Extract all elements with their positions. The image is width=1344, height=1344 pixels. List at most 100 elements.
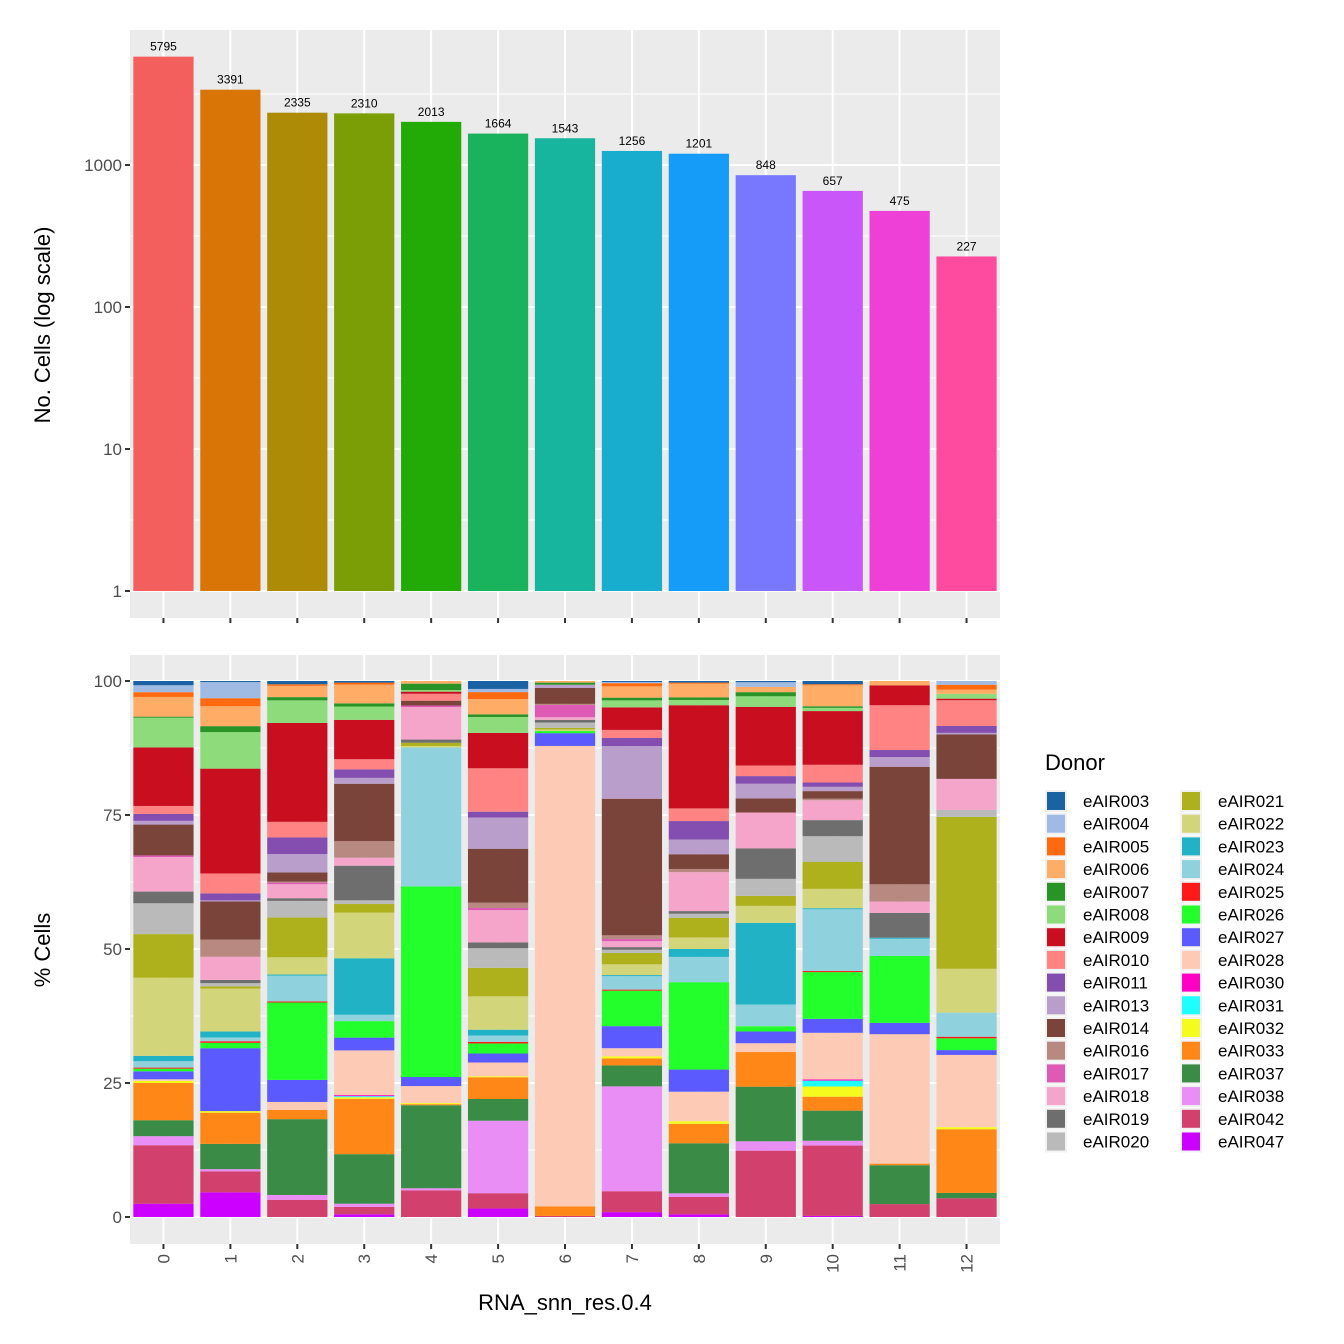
- legend-swatch-eAIR031: [1182, 996, 1200, 1015]
- stacked-bar-segment-eAIR032: [936, 1127, 997, 1130]
- stacked-bar-segment-eAIR028: [267, 1101, 328, 1111]
- stacked-bar-segment-eAIR017: [133, 855, 194, 858]
- legend-swatch-eAIR025: [1182, 882, 1200, 901]
- stacked-bar-segment-eAIR014: [133, 824, 194, 856]
- stacked-bar-segment-eAIR016: [467, 902, 529, 908]
- stacked-bar-segment-eAIR021: [467, 967, 529, 997]
- stacked-bar-segment-eAIR005: [936, 684, 997, 690]
- stacked-bar-segment-eAIR006: [467, 698, 529, 715]
- stacked-bar-segment-eAIR020: [735, 878, 796, 896]
- stacked-bar-segment-eAIR042: [467, 1193, 529, 1209]
- stacked-bar-segment-eAIR011: [936, 725, 997, 733]
- stacked-bar-segment-eAIR014: [334, 783, 395, 842]
- stacked-bar-segment-eAIR024: [401, 747, 462, 887]
- stacked-bar-segment-eAIR013: [869, 757, 930, 767]
- stacked-bar-segment-eAIR022: [334, 912, 395, 959]
- legend-label-eAIR033: eAIR033: [1218, 1042, 1284, 1061]
- stacked-bar-segment-eAIR022: [735, 905, 796, 923]
- top-panel: 1 10 100 1000 5795 3391 2335 2310 2013 1664 1543 12…: [84, 30, 1000, 623]
- stacked-bar-segment-eAIR017: [401, 705, 462, 708]
- stacked-bar-segment-eAIR026: [802, 972, 863, 1019]
- stacked-bar-segment-eAIR013: [668, 839, 729, 855]
- stacked-bar-segment-eAIR018: [668, 872, 729, 912]
- stacked-bar-segment-eAIR010: [467, 768, 529, 812]
- top-bar: [334, 113, 395, 591]
- stacked-bar-segment-eAIR011: [869, 750, 930, 758]
- legend-swatch-eAIR021: [1182, 792, 1200, 810]
- stacked-bar-segment-eAIR020: [200, 983, 261, 987]
- stacked-bar-segment-eAIR024: [869, 938, 930, 957]
- stacked-bar-segment-eAIR009: [401, 691, 462, 694]
- stacked-bar-segment-eAIR017: [601, 939, 663, 942]
- stacked-bar-segment-eAIR008: [334, 706, 395, 720]
- top-bar-data-label: 2310: [351, 96, 378, 110]
- stacked-bar-segment-eAIR032: [200, 1111, 261, 1113]
- stacked-bar-segment-eAIR042: [267, 1199, 328, 1217]
- legend-swatch-eAIR042: [1182, 1109, 1200, 1128]
- stacked-bar-segment-eAIR013: [802, 786, 863, 792]
- stacked-bar-segment-eAIR018: [936, 778, 997, 810]
- x-tick-label: 8: [690, 1254, 709, 1263]
- x-tick-label: 0: [154, 1254, 173, 1263]
- stacked-bar-segment-eAIR013: [601, 746, 663, 799]
- stacked-bar-segment-eAIR007: [133, 716, 194, 718]
- stacked-bar-segment-eAIR016: [601, 935, 663, 940]
- stacked-bar-segment-eAIR009: [334, 719, 395, 760]
- stacked-bar-segment-eAIR008: [467, 716, 529, 733]
- stacked-bar-segment-eAIR028: [534, 745, 596, 1207]
- stacked-bar-segment-eAIR022: [467, 996, 529, 1030]
- stacked-bar-segment-eAIR024: [601, 976, 663, 990]
- stacked-bar-segment-eAIR011: [133, 813, 194, 821]
- stacked-bar-segment-eAIR023: [668, 949, 729, 957]
- top-y-axis-title: No. Cells (log scale): [30, 227, 55, 424]
- stacked-bar-segment-eAIR013: [133, 820, 194, 825]
- stacked-bar-segment-eAIR006: [735, 686, 796, 693]
- stacked-bar-segment-eAIR009: [200, 768, 261, 874]
- stacked-bar-segment-eAIR014: [869, 766, 930, 885]
- stacked-bar-segment-eAIR016: [802, 798, 863, 801]
- stacked-bar-segment-eAIR023: [467, 1029, 529, 1036]
- stacked-bar-segment-eAIR026: [334, 1021, 395, 1038]
- legend-swatch-eAIR033: [1182, 1041, 1200, 1060]
- stacked-bar-segment-eAIR024: [200, 1037, 261, 1042]
- stacked-bar-segment-eAIR024: [133, 1061, 194, 1068]
- stacked-bar-segment-eAIR026: [668, 982, 729, 1070]
- legend-swatch-eAIR022: [1182, 814, 1200, 833]
- stacked-bar-segment-eAIR021: [267, 917, 328, 958]
- stacked-bar-segment-eAIR033: [267, 1110, 328, 1120]
- stacked-bar-segment-eAIR042: [200, 1171, 261, 1193]
- stacked-bar-segment-eAIR032: [133, 1080, 194, 1083]
- stacked-bar-segment-eAIR018: [534, 717, 596, 720]
- stacked-bar-segment-eAIR018: [869, 901, 930, 913]
- stacked-bar-segment-eAIR037: [735, 1086, 796, 1142]
- stacked-bar-segment-eAIR038: [735, 1141, 796, 1151]
- stacked-bar-segment-eAIR010: [601, 729, 663, 738]
- legend-label-eAIR004: eAIR004: [1083, 815, 1149, 834]
- stacked-bar-segment-eAIR024: [334, 1014, 395, 1022]
- legend-label-eAIR024: eAIR024: [1218, 860, 1284, 879]
- stacked-bar-segment-eAIR030: [334, 1095, 395, 1097]
- stacked-bar-segment-eAIR037: [802, 1110, 863, 1141]
- stacked-bar-segment-eAIR042: [601, 1191, 663, 1213]
- stacked-bar-segment-eAIR011: [802, 782, 863, 787]
- stacked-bar-segment-eAIR020: [267, 900, 328, 918]
- stacked-bar-segment-eAIR022: [200, 988, 261, 1032]
- stacked-bar-segment-eAIR005: [200, 698, 261, 707]
- stacked-bar-segment-eAIR008: [601, 700, 663, 708]
- legend-swatch-eAIR007: [1047, 882, 1065, 901]
- stacked-bar-segment-eAIR022: [534, 729, 596, 732]
- legend-label-eAIR018: eAIR018: [1083, 1087, 1149, 1106]
- stacked-bar-segment-eAIR007: [200, 726, 261, 733]
- stacked-bar-segment-eAIR008: [401, 690, 462, 692]
- legend-label-eAIR009: eAIR009: [1083, 928, 1149, 947]
- top-bar: [668, 153, 729, 591]
- bottom-y-tick-label: 75: [103, 806, 122, 825]
- stacked-bar-segment-eAIR038: [802, 1140, 863, 1146]
- legend-swatch-eAIR032: [1182, 1019, 1200, 1037]
- stacked-bar-segment-eAIR018: [467, 910, 529, 943]
- stacked-bar-segment-eAIR020: [534, 722, 596, 728]
- top-bar-data-label: 5795: [150, 40, 177, 54]
- top-bar: [601, 150, 663, 591]
- legend-label-eAIR021: eAIR021: [1218, 792, 1284, 811]
- stacked-bar-segment-eAIR021: [133, 934, 194, 978]
